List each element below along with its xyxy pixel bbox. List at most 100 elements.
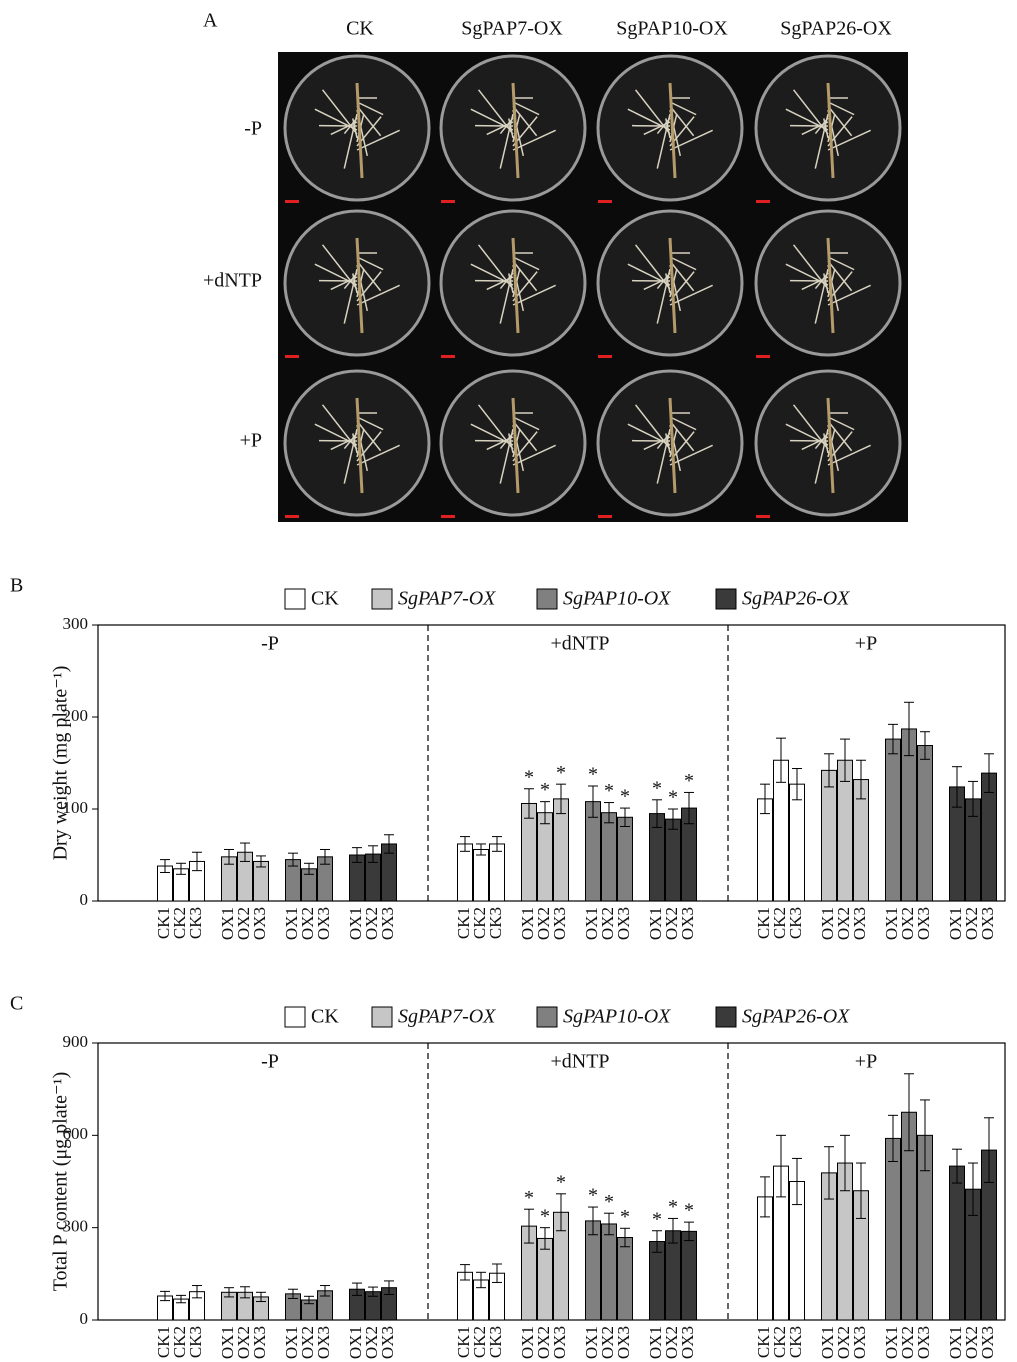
scale-bar	[441, 200, 455, 203]
bar	[790, 784, 805, 901]
legend-label: SgPAP10-OX	[563, 1006, 671, 1028]
petri-dish	[598, 211, 742, 355]
significance-marker: *	[604, 780, 614, 802]
legend-swatch	[285, 1007, 305, 1027]
bar	[538, 1238, 553, 1320]
bar	[666, 819, 681, 901]
x-tick-label: CK3	[186, 907, 205, 939]
group-label: +dNTP	[550, 633, 609, 655]
petri-dish	[441, 371, 585, 515]
petri-dish	[756, 371, 900, 515]
legend-swatch	[716, 1007, 736, 1027]
scale-bar	[441, 515, 455, 518]
group-label: +P	[855, 633, 877, 655]
significance-marker: *	[668, 787, 678, 809]
scale-bar	[441, 355, 455, 358]
x-tick-label: CK3	[786, 907, 805, 939]
panel-label: B	[10, 575, 23, 597]
legend-swatch	[372, 1007, 392, 1027]
x-tick-label: OX3	[614, 907, 633, 940]
group-label: +dNTP	[550, 1051, 609, 1073]
petri-dish	[756, 211, 900, 355]
panel-label: C	[10, 993, 23, 1015]
x-tick-label: OX3	[314, 1326, 333, 1359]
x-tick-label: OX3	[314, 907, 333, 940]
x-tick-label: OX3	[850, 907, 869, 940]
scale-bar	[285, 355, 299, 358]
significance-marker: *	[540, 779, 550, 801]
legend-swatch	[285, 589, 305, 609]
legend-label: SgPAP10-OX	[563, 588, 671, 610]
scale-bar	[285, 515, 299, 518]
bar	[458, 844, 473, 901]
x-tick-label: CK3	[786, 1326, 805, 1358]
column-label: SgPAP26-OX	[780, 18, 892, 40]
legend-swatch	[537, 1007, 557, 1027]
significance-marker: *	[652, 1208, 662, 1230]
bar	[758, 799, 773, 901]
significance-marker: *	[684, 770, 694, 792]
scale-bar	[598, 200, 612, 203]
x-tick-label: OX3	[250, 907, 269, 940]
significance-marker: *	[556, 1171, 566, 1193]
x-tick-label: OX3	[914, 1326, 933, 1359]
x-tick-label: CK3	[486, 1326, 505, 1358]
legend-swatch	[537, 589, 557, 609]
scale-bar	[756, 355, 770, 358]
legend-swatch	[372, 589, 392, 609]
column-label: SgPAP10-OX	[616, 18, 728, 40]
scale-bar	[756, 200, 770, 203]
group-label: -P	[261, 633, 279, 655]
legend-label: SgPAP26-OX	[742, 588, 850, 610]
significance-marker: *	[524, 766, 534, 788]
y-axis-label: Dry weight (mg plate⁻¹)	[50, 666, 72, 861]
petri-dish	[598, 371, 742, 515]
x-tick-label: OX3	[914, 907, 933, 940]
legend-label: CK	[311, 588, 339, 610]
scale-bar	[285, 200, 299, 203]
significance-marker: *	[540, 1205, 550, 1227]
row-label: +P	[240, 430, 262, 452]
y-tick-label: 900	[63, 1032, 89, 1051]
bar	[538, 813, 553, 901]
bar	[918, 746, 933, 901]
bar	[822, 770, 837, 901]
scale-bar	[598, 515, 612, 518]
row-label: -P	[244, 118, 262, 140]
x-tick-label: OX3	[550, 907, 569, 940]
significance-marker: *	[556, 762, 566, 784]
bar	[650, 1242, 665, 1320]
x-tick-label: OX3	[378, 1326, 397, 1359]
bar	[602, 813, 617, 901]
scale-bar	[756, 515, 770, 518]
bar	[886, 1138, 901, 1320]
legend-label: SgPAP7-OX	[398, 1006, 496, 1028]
y-tick-label: 0	[80, 890, 89, 909]
petri-dish	[598, 56, 742, 200]
scale-bar	[598, 355, 612, 358]
significance-marker: *	[684, 1200, 694, 1222]
x-tick-label: CK3	[486, 907, 505, 939]
group-label: -P	[261, 1051, 279, 1073]
x-tick-label: OX3	[614, 1326, 633, 1359]
bar	[586, 1221, 601, 1320]
significance-marker: *	[524, 1187, 534, 1209]
legend-swatch	[716, 589, 736, 609]
petri-dish	[285, 211, 429, 355]
petri-dish	[285, 371, 429, 515]
panel-label: A	[203, 10, 218, 32]
significance-marker: *	[588, 764, 598, 786]
bar	[886, 739, 901, 901]
column-label: SgPAP7-OX	[461, 18, 563, 40]
y-tick-label: 300	[63, 614, 89, 633]
petri-dish	[285, 56, 429, 200]
x-tick-label: OX3	[978, 1326, 997, 1359]
significance-marker: *	[588, 1185, 598, 1207]
legend-label: SgPAP26-OX	[742, 1006, 850, 1028]
petri-dish	[756, 56, 900, 200]
bar	[554, 799, 569, 901]
bar	[474, 849, 489, 901]
group-label: +P	[855, 1051, 877, 1073]
x-tick-label: OX3	[850, 1326, 869, 1359]
x-tick-label: OX3	[978, 907, 997, 940]
